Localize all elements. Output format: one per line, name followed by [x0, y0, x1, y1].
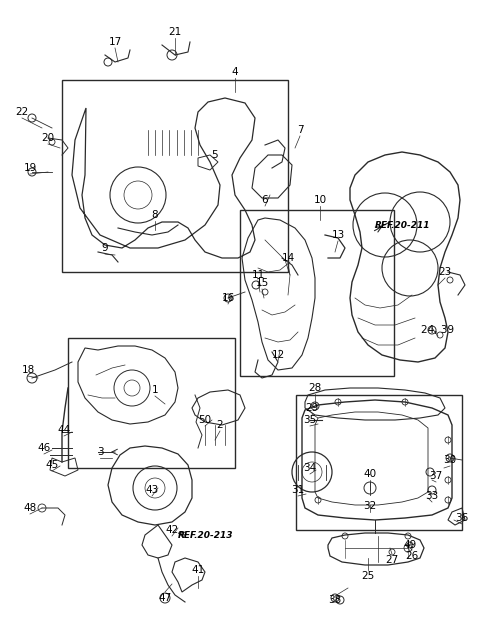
- Text: 3: 3: [96, 447, 103, 457]
- Text: 29: 29: [305, 403, 319, 413]
- Text: 21: 21: [168, 27, 181, 37]
- Text: 16: 16: [221, 293, 235, 303]
- Text: 23: 23: [438, 267, 452, 277]
- Text: 18: 18: [22, 365, 35, 375]
- Text: 44: 44: [58, 425, 71, 435]
- Text: 13: 13: [331, 230, 345, 240]
- Text: 28: 28: [308, 383, 322, 393]
- Text: 31: 31: [291, 485, 305, 495]
- Text: 50: 50: [198, 415, 212, 425]
- Text: 24, 39: 24, 39: [421, 325, 455, 335]
- Text: 49: 49: [403, 540, 417, 550]
- Text: 11: 11: [252, 270, 264, 280]
- Text: 36: 36: [456, 513, 468, 523]
- Text: 22: 22: [15, 107, 29, 117]
- Text: 45: 45: [46, 460, 59, 470]
- Bar: [62, 80, 288, 272]
- Text: 32: 32: [363, 501, 377, 511]
- Text: 27: 27: [385, 555, 398, 565]
- Text: 46: 46: [37, 443, 50, 453]
- Text: 15: 15: [255, 278, 269, 288]
- Text: 17: 17: [108, 37, 121, 47]
- Text: 38: 38: [328, 595, 342, 605]
- Text: 43: 43: [145, 485, 158, 495]
- Text: 8: 8: [152, 210, 158, 220]
- Text: 1: 1: [152, 385, 158, 395]
- Bar: [240, 210, 394, 376]
- Text: 6: 6: [262, 195, 268, 205]
- Text: 42: 42: [166, 525, 179, 535]
- Text: 9: 9: [102, 243, 108, 253]
- Text: 4: 4: [232, 67, 238, 77]
- Text: 33: 33: [425, 491, 439, 501]
- Text: 35: 35: [303, 415, 317, 425]
- Bar: [296, 395, 462, 530]
- Text: REF.20-211: REF.20-211: [375, 221, 431, 230]
- Text: 7: 7: [297, 125, 303, 135]
- Text: 10: 10: [313, 195, 326, 205]
- Text: 41: 41: [192, 565, 204, 575]
- Text: 48: 48: [24, 503, 36, 513]
- Text: 19: 19: [24, 163, 36, 173]
- Text: 37: 37: [430, 471, 443, 481]
- Text: 14: 14: [281, 253, 295, 263]
- Bar: [68, 338, 235, 468]
- Text: 26: 26: [406, 551, 419, 561]
- Text: 30: 30: [444, 455, 456, 465]
- Text: 2: 2: [216, 420, 223, 430]
- Text: 34: 34: [303, 463, 317, 473]
- Text: 47: 47: [158, 593, 172, 603]
- Text: 40: 40: [363, 469, 377, 479]
- Text: 5: 5: [212, 150, 218, 160]
- Text: 25: 25: [361, 571, 374, 581]
- Text: REF.20-213: REF.20-213: [178, 531, 233, 541]
- Text: 12: 12: [271, 350, 285, 360]
- Text: 20: 20: [41, 133, 55, 143]
